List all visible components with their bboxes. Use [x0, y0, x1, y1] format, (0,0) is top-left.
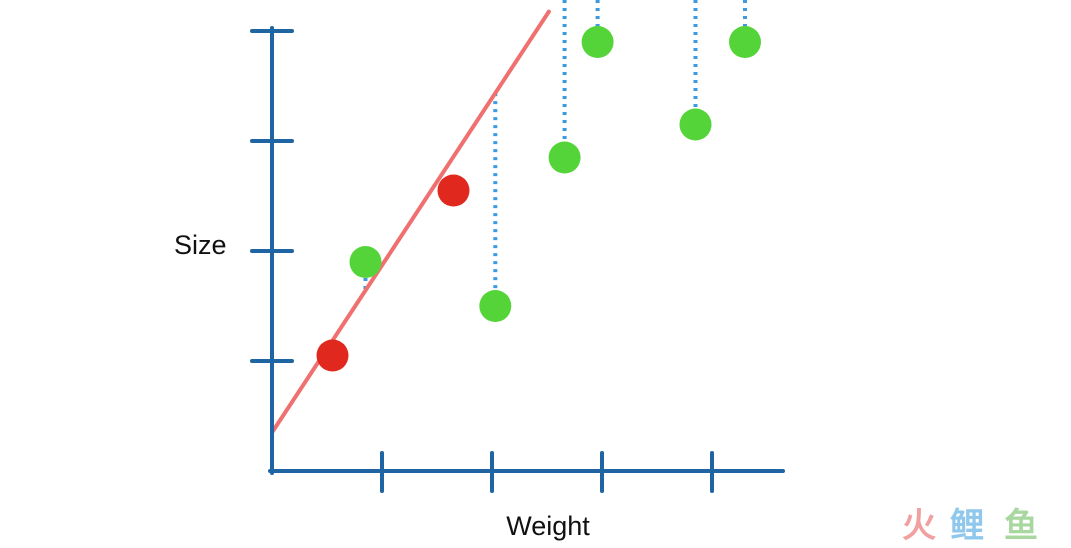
- observed-point: [548, 141, 581, 174]
- observed-point: [729, 26, 761, 58]
- observed-point: [581, 26, 614, 58]
- fitted-point: [437, 174, 470, 207]
- watermark-logo: 火 鲤 鱼: [902, 506, 1038, 546]
- fit-line-group: [270, 9, 551, 435]
- observed-point: [679, 108, 712, 141]
- observed-point: [479, 290, 512, 322]
- watermark-char: 鲤: [950, 506, 984, 546]
- axes: [250, 26, 785, 493]
- watermark-char: 火: [902, 506, 936, 546]
- observed-point: [349, 246, 382, 278]
- y-axis-label: Size: [174, 230, 227, 260]
- x-axis-label: Weight: [506, 511, 590, 541]
- regression-line: [270, 9, 551, 435]
- data-points: [316, 26, 761, 372]
- watermark-char: 鱼: [1004, 506, 1038, 546]
- fitted-point: [316, 339, 349, 372]
